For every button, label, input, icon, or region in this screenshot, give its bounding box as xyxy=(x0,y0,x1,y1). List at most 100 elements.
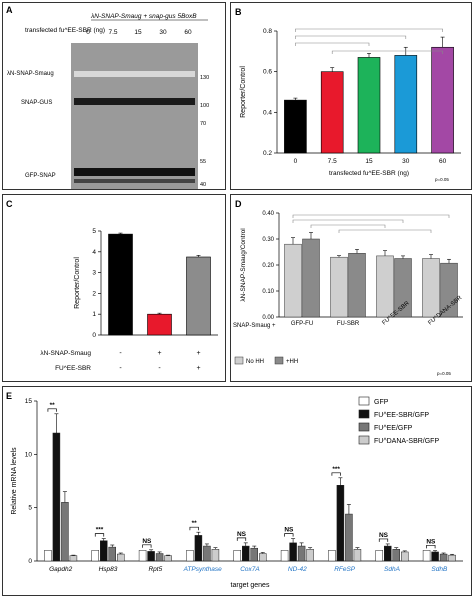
panel-c-label: C xyxy=(6,199,13,209)
chart-d: D SNAP-Smaug + No HH +HH p=0.05 0.00 0.10… xyxy=(233,199,464,376)
y-tick-label: 5 xyxy=(92,228,96,235)
significance-label: NS xyxy=(284,527,294,534)
bar xyxy=(297,545,306,562)
bar xyxy=(348,253,366,318)
gene-label: Gapdh2 xyxy=(49,566,73,573)
bar xyxy=(376,255,394,318)
marker-130: 130 xyxy=(200,75,209,81)
band-label-gfp: GFP-SNAP xyxy=(25,173,56,179)
bar xyxy=(242,545,250,562)
legend-label: FU^EE-SBR/GFP xyxy=(374,412,429,419)
significance-label: NS xyxy=(379,532,389,539)
bar xyxy=(138,550,147,562)
x-tick-label: 30 xyxy=(402,158,410,165)
legend-no-hh: No HH xyxy=(246,359,264,365)
bar xyxy=(439,553,448,562)
bar xyxy=(194,535,203,562)
x-axis-label: transfected fu^EE-SBR (ng) xyxy=(329,170,409,177)
table-row-label: FU^EE-SBR xyxy=(55,365,91,372)
y-tick-label: 10 xyxy=(25,451,33,458)
y-axis-label: λN-SNAP-Smaug/Control xyxy=(240,228,247,302)
x-tick-label: 15 xyxy=(365,158,373,165)
legend-label: FU^EE/GFP xyxy=(374,425,413,432)
lane-label: 60 xyxy=(184,29,192,36)
y-tick-label: 4 xyxy=(92,249,96,256)
bar xyxy=(392,549,400,562)
legend-label: GFP xyxy=(374,399,389,406)
bar xyxy=(302,238,320,318)
bar xyxy=(284,99,307,154)
bar xyxy=(320,71,344,154)
bar xyxy=(147,551,155,562)
y-tick-label: 5 xyxy=(28,505,32,512)
group-label: GFP-FU xyxy=(291,321,313,327)
marker-70: 70 xyxy=(200,121,206,127)
bar xyxy=(330,256,348,318)
bar xyxy=(345,513,353,562)
bar xyxy=(100,540,108,562)
chart-e: E 0 5 10 15 ** Gapdh2 *** Hsp83 NS Rpt5 ** ATPsynth… xyxy=(6,391,463,589)
y-tick-label: 0.00 xyxy=(262,315,274,321)
significance-bracket xyxy=(292,214,450,218)
table-cell: + xyxy=(196,350,200,357)
bar xyxy=(186,256,211,336)
table-cell: - xyxy=(119,365,122,372)
panel-e: E 0 5 10 15 ** Gapdh2 *** Hsp83 NS Rpt5 ** ATPsynth… xyxy=(2,386,472,596)
gene-label: Rpt5 xyxy=(148,566,162,573)
y-tick-label: 0.20 xyxy=(262,263,274,269)
legend-swatch-no-hh xyxy=(234,356,244,365)
construct-label: λN-SNAP-Smaug + snap-gus 5BoxB xyxy=(90,13,197,20)
gene-label: ND-42 xyxy=(288,566,307,573)
significance-label: ** xyxy=(50,402,56,409)
bar xyxy=(108,233,133,336)
gene-label: RFeSP xyxy=(334,566,356,573)
bar xyxy=(394,55,418,154)
y-tick-label: 1 xyxy=(92,311,96,318)
bar xyxy=(328,550,336,562)
significance-bracket xyxy=(47,408,57,412)
y-tick-label: 0.4 xyxy=(263,109,272,116)
significance-bracket xyxy=(292,219,404,223)
y-tick-label: 15 xyxy=(25,398,33,405)
group-label: FU-SBR xyxy=(337,321,360,327)
y-tick-label: 0.2 xyxy=(263,150,272,157)
table-cell: + xyxy=(157,350,161,357)
bar xyxy=(336,485,345,562)
gene-label: SdhB xyxy=(431,566,448,573)
y-axis-label: Reporter/Control xyxy=(240,66,247,118)
bar xyxy=(186,550,194,562)
blot-image xyxy=(71,43,198,189)
bar xyxy=(375,550,383,562)
significance-bracket xyxy=(331,472,341,476)
significance-bracket xyxy=(295,35,407,39)
lane-label: 30 xyxy=(159,29,167,36)
bar xyxy=(289,542,297,562)
lane-label: 7.5 xyxy=(108,29,117,36)
legend-swatch xyxy=(358,396,370,406)
bar xyxy=(384,545,392,562)
panel-d-label: D xyxy=(235,199,242,209)
marker-100: 100 xyxy=(200,103,209,109)
bar xyxy=(357,57,381,154)
significance-bracket xyxy=(236,537,247,541)
significance-bracket xyxy=(284,533,294,537)
bar xyxy=(259,553,267,562)
legend-label: FU^DANA-SBR/GFP xyxy=(374,438,439,445)
significance-bracket xyxy=(189,526,199,531)
significance-label: NS xyxy=(426,538,436,545)
legend-swatch xyxy=(358,409,370,419)
y-tick-label: 0 xyxy=(92,332,96,339)
bar xyxy=(401,551,409,562)
significance-bracket xyxy=(295,42,370,46)
panel-b-label: B xyxy=(235,7,242,17)
panel-d-p-value: p=0.05 xyxy=(437,371,451,376)
bar xyxy=(61,502,69,562)
bar xyxy=(155,553,164,562)
significance-bracket xyxy=(426,544,436,549)
panel-d: D SNAP-Smaug + No HH +HH p=0.05 0.00 0.10… xyxy=(230,194,472,382)
y-tick-label: 0.10 xyxy=(262,289,274,295)
band-label-gus: SNAP-GUS xyxy=(21,100,52,106)
bar xyxy=(108,546,116,562)
chart-c: C 0 1 2 3 4 5 - - + - + + λN-SNAP-Smaug FU^EE-SBR Repo… xyxy=(6,199,218,372)
transfected-label: transfected fu^EE-SBR (ng) xyxy=(25,27,105,34)
